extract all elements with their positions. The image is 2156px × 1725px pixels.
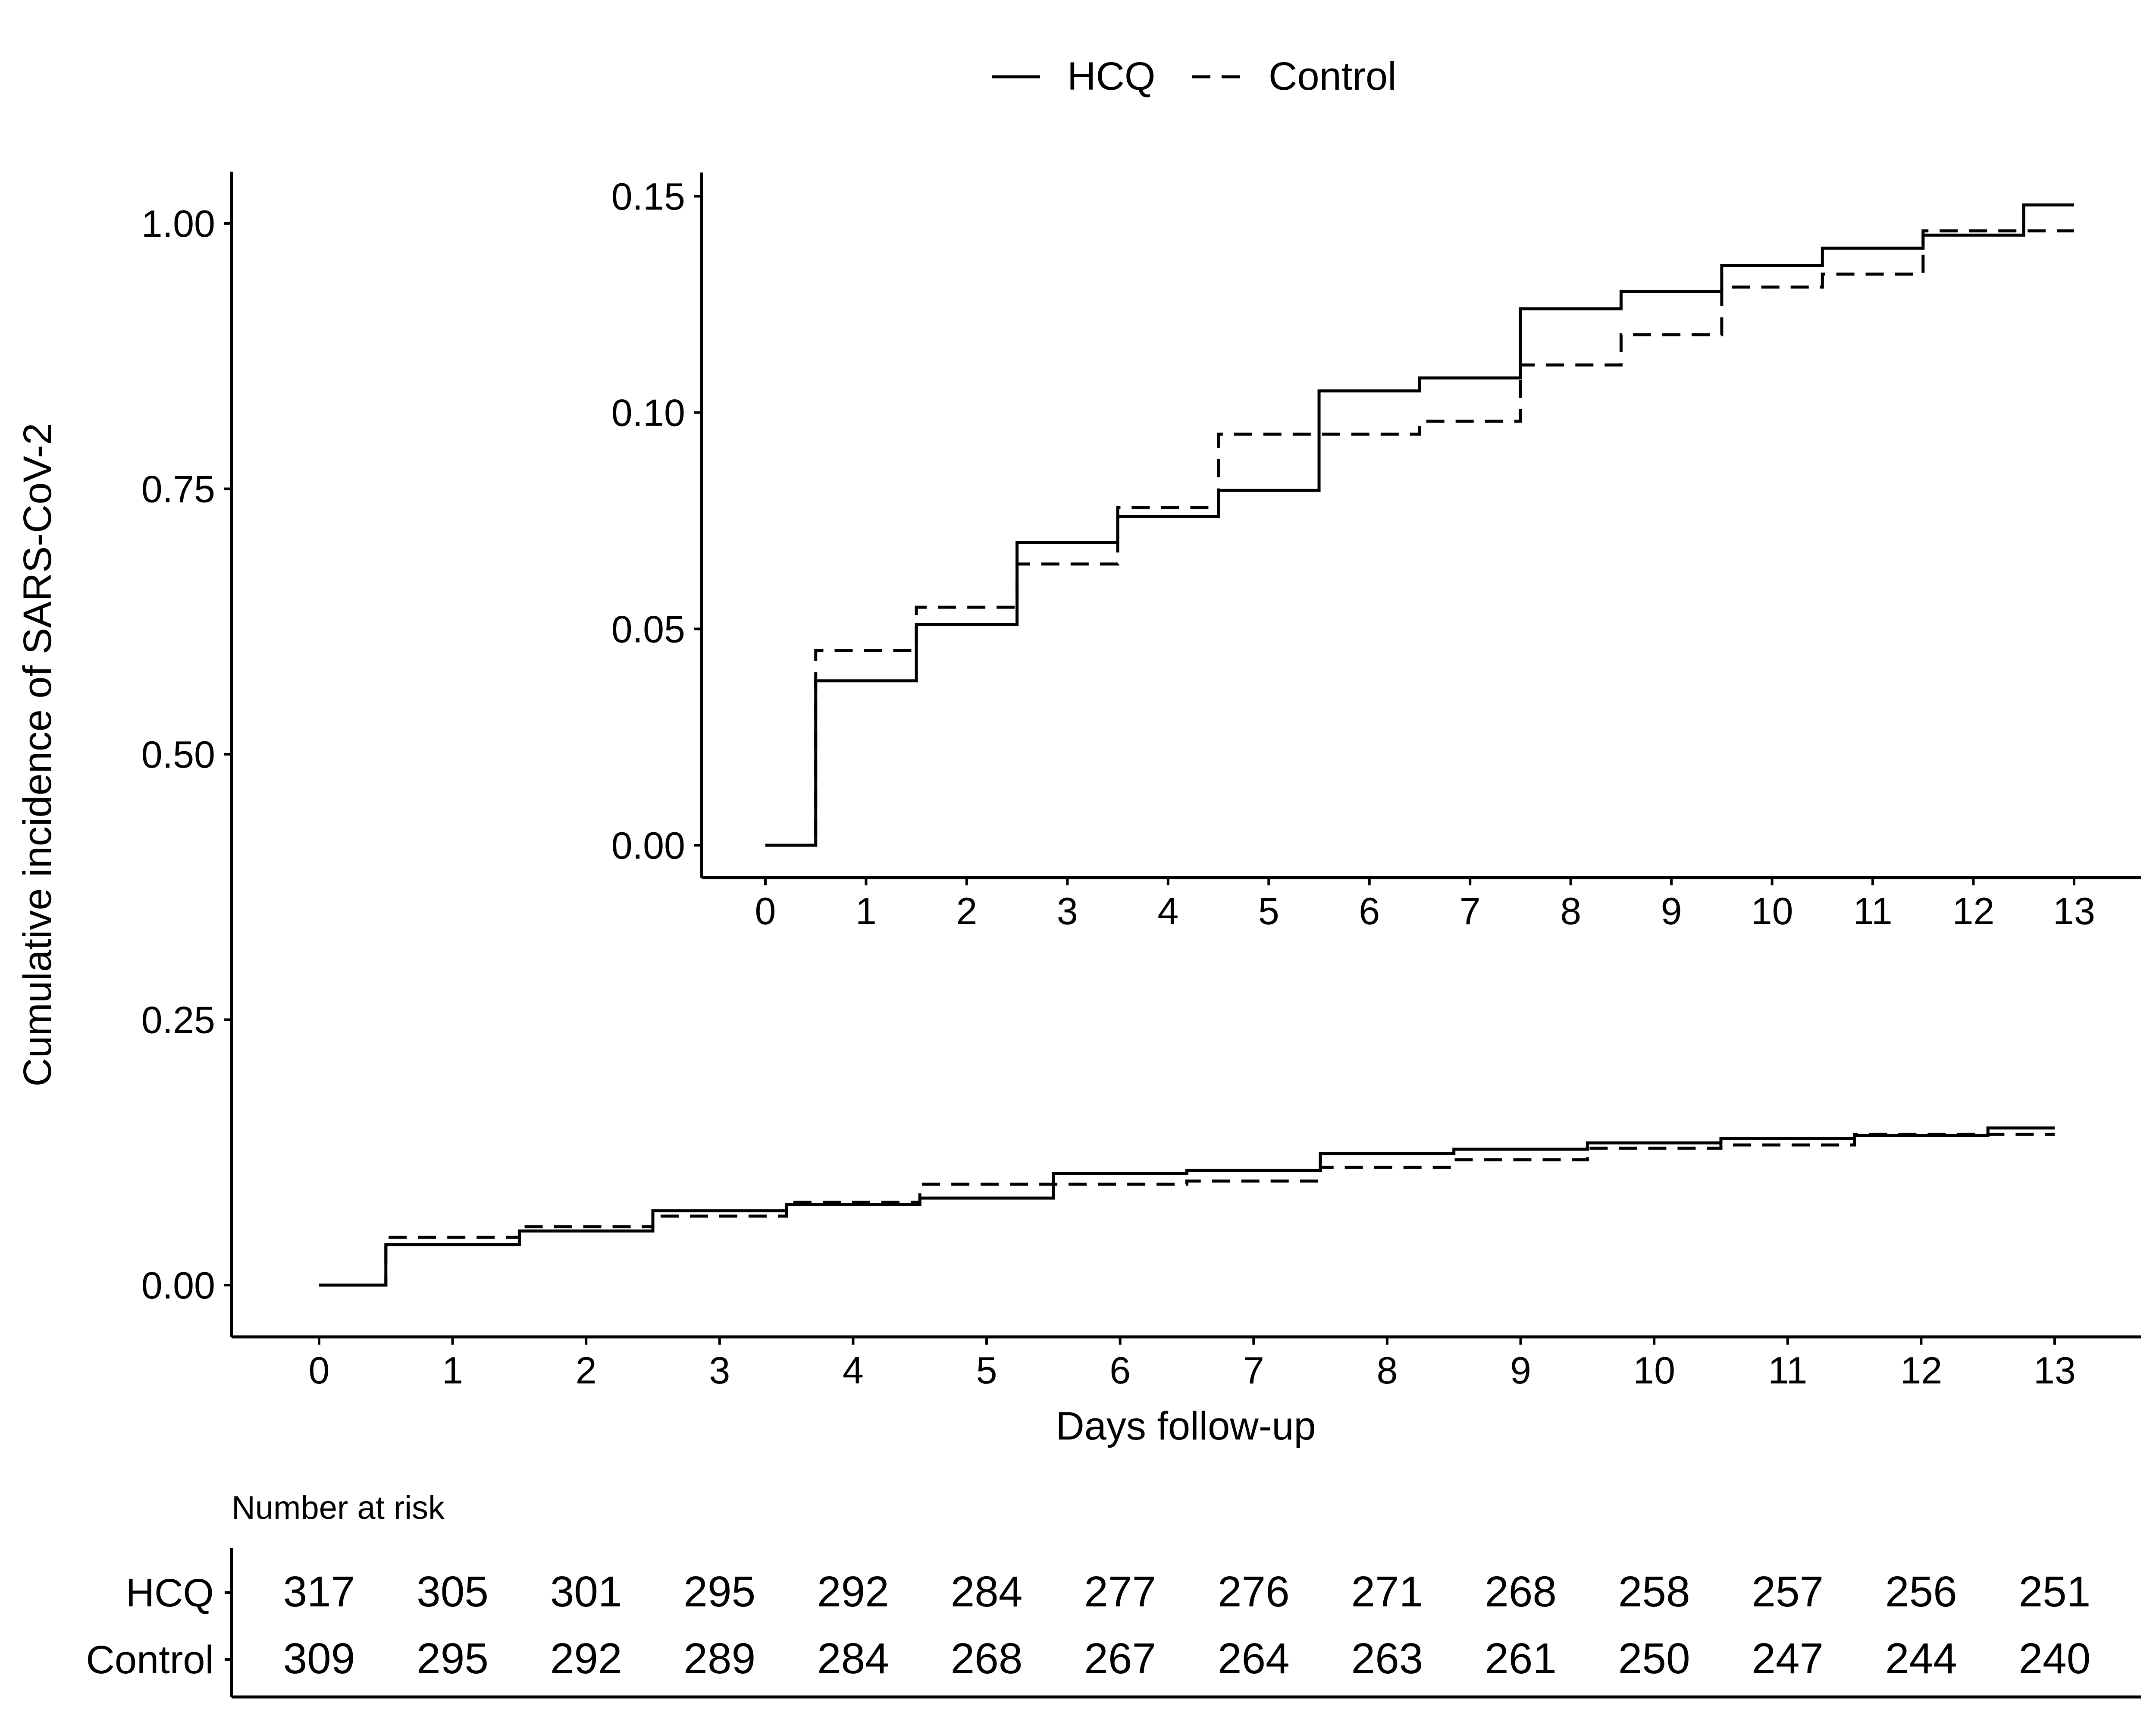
main-x-tick-label: 10 [1633,1349,1675,1392]
risk-value-hcq: 301 [550,1568,622,1616]
inset-y-tick-label: 0.15 [611,175,685,218]
inset-x-tick-label: 2 [956,890,977,932]
inset-x-tick-label: 9 [1661,890,1682,932]
inset-x-tick-label: 8 [1560,890,1581,932]
inset-y-tick-label: 0.00 [611,824,685,867]
inset-y-tick-label: 0.05 [611,608,685,650]
main-x-tick-label: 4 [843,1349,864,1392]
risk-table: Number at risk HCQ Control 317 305 301 295 2… [86,1490,2141,1699]
inset-x-tick-label: 10 [1751,890,1793,932]
risk-value-control: 268 [951,1634,1023,1683]
main-y-tick-label: 0.00 [141,1264,215,1307]
main-series-hcq-line [319,1126,2055,1287]
inset-plot: 0 1 2 3 4 5 6 7 8 9 10 11 12 130.000.050.100.15 [611,172,2141,932]
risk-value-hcq: 251 [2019,1568,2091,1616]
risk-value-hcq: 292 [817,1568,889,1616]
main-plot: 0 1 2 3 4 5 6 7 8 9 10 11 12 130.000.250.500.751.00 [141,172,2141,1392]
x-axis-title: Days follow-up [1056,1404,1316,1448]
inset-x-tick-label: 7 [1460,890,1481,932]
main-x-tick-label: 6 [1109,1349,1131,1392]
main-x-tick-label: 7 [1243,1349,1264,1392]
risk-value-control: 267 [1084,1634,1156,1683]
inset-x-tick-label: 12 [1952,890,1995,932]
risk-value-hcq: 305 [417,1568,489,1616]
inset-x-tick-label: 11 [1853,890,1892,932]
main-x-tick-label: 12 [1900,1349,1942,1392]
inset-x-tick-label: 6 [1359,890,1380,932]
main-x-tick-label: 0 [309,1349,330,1392]
risk-value-hcq: 256 [1885,1568,1957,1616]
inset-x-tick-label: 4 [1157,890,1178,932]
main-y-tick-label: 0.25 [141,999,215,1041]
risk-value-hcq: 277 [1084,1568,1156,1616]
main-y-tick-label: 0.50 [141,733,215,776]
legend-hcq-label: HCQ [1067,54,1155,98]
risk-value-control: 292 [550,1634,622,1683]
risk-value-hcq: 258 [1618,1568,1690,1616]
main-x-tick-label: 5 [976,1349,997,1392]
risk-value-control: 244 [1885,1634,1957,1683]
main-x-tick-label: 2 [576,1349,597,1392]
risk-value-control: 250 [1618,1634,1690,1683]
risk-value-control: 261 [1485,1634,1557,1683]
risk-value-hcq: 268 [1485,1568,1557,1616]
risk-value-hcq: 284 [951,1568,1023,1616]
inset-x-tick-label: 1 [856,890,877,932]
risk-row-label-hcq: HCQ [126,1571,214,1615]
risk-value-hcq: 271 [1351,1568,1423,1616]
risk-value-control: 264 [1218,1634,1290,1683]
main-x-tick-label: 11 [1768,1349,1807,1392]
main-x-tick-label: 3 [709,1349,730,1392]
inset-series-hcq-line [765,203,2074,847]
inset-x-tick-label: 3 [1057,890,1078,932]
risk-values: 317 305 301 295 292 284 277 276 271 268 258 257 256 2… [283,1568,2091,1683]
risk-value-control: 240 [2019,1634,2091,1683]
main-x-tick-label: 9 [1510,1349,1531,1392]
risk-value-hcq: 295 [683,1568,755,1616]
risk-value-control: 284 [817,1634,889,1683]
risk-value-control: 295 [417,1634,489,1683]
main-x-tick-label: 13 [2034,1349,2076,1392]
risk-value-hcq: 276 [1218,1568,1290,1616]
risk-row-label-control: Control [86,1638,214,1682]
legend: HCQ Control [992,54,1397,98]
risk-value-control: 247 [1752,1634,1824,1683]
main-x-tick-label: 1 [442,1349,463,1392]
main-series-control-line [319,1132,2055,1287]
main-x-tick-label: 8 [1376,1349,1398,1392]
risk-value-hcq: 257 [1752,1568,1824,1616]
y-axis-title: Cumulative incidence of SARS-CoV-2 [16,423,60,1086]
inset-x-tick-label: 0 [755,890,776,932]
risk-value-control: 309 [283,1634,355,1683]
inset-series-control-line [765,229,2074,847]
risk-value-control: 263 [1351,1634,1423,1683]
inset-y-tick-label: 0.10 [611,392,685,434]
risk-table-title: Number at risk [232,1490,445,1526]
inset-x-tick-label: 5 [1258,890,1279,932]
risk-value-control: 289 [683,1634,755,1683]
legend-control-label: Control [1269,54,1397,98]
risk-value-hcq: 317 [283,1568,355,1616]
main-y-tick-label: 0.75 [141,468,215,511]
inset-x-tick-label: 13 [2053,890,2095,932]
main-y-tick-label: 1.00 [141,202,215,245]
